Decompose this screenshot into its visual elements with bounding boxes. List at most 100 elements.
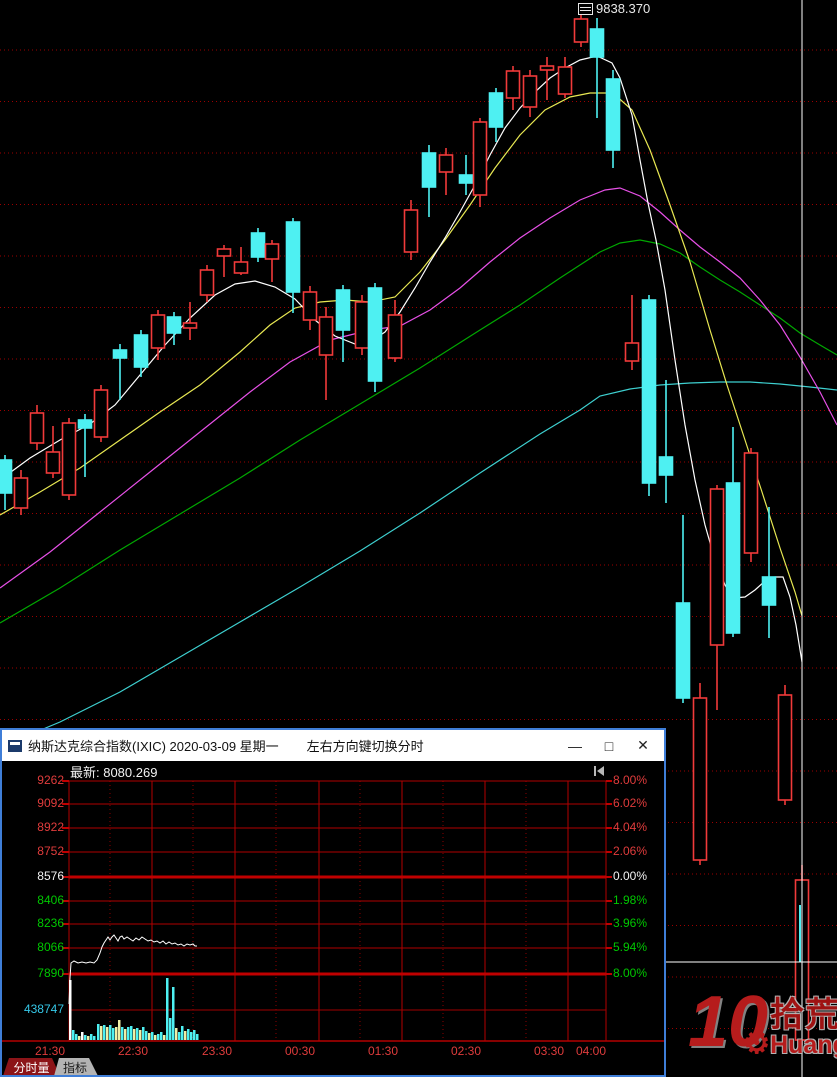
percent-axis-label: 8.00%: [613, 966, 648, 980]
volume-bar: [97, 1024, 100, 1040]
volume-bar: [78, 1036, 81, 1040]
volume-bar: [100, 1026, 103, 1040]
volume-bar: [196, 1034, 199, 1040]
candle-body: [573, 18, 589, 43]
price-axis-label: 7890: [37, 966, 64, 980]
candle-body: [77, 419, 93, 429]
candle-body: [61, 422, 77, 496]
percent-axis-label: 5.94%: [613, 940, 648, 954]
price-axis-label: 8576: [37, 869, 64, 883]
volume-bar: [90, 1034, 93, 1040]
candle-body: [112, 349, 128, 359]
price-axis-label: 8406: [37, 893, 64, 907]
volume-bar: [93, 1036, 96, 1040]
candle-body: [150, 314, 166, 349]
candle-body: [13, 477, 29, 509]
candle-body: [522, 75, 538, 108]
candle-body: [624, 342, 640, 362]
tab-indicator[interactable]: 指标: [54, 1058, 98, 1075]
volume-bar: [169, 1018, 172, 1040]
price-axis-label: 9092: [37, 796, 64, 810]
candle-body: [761, 576, 777, 606]
percent-axis-label: 4.04%: [613, 820, 648, 834]
intraday-chart-area: 最新: 8080.269 9262 9092 8922 8752 8576 8406 823…: [2, 761, 664, 1075]
intraday-chart-canvas[interactable]: [2, 761, 664, 1075]
popup-title: 纳斯达克综合指数(IXIC) 2020-03-09 星期一: [28, 739, 279, 754]
time-axis-label: 04:00: [575, 1044, 607, 1058]
volume-bar: [81, 1032, 84, 1040]
candle-body: [472, 121, 488, 196]
volume-bar: [190, 1032, 193, 1040]
candle-body: [658, 456, 674, 476]
candle-body: [605, 78, 621, 151]
candle-body: [725, 482, 741, 634]
volume-bar: [75, 1034, 78, 1040]
site-watermark: 10⚙ 拾荒网 Huang.CN: [688, 986, 837, 1060]
candle-body: [182, 322, 198, 329]
ma-cyan: [0, 381, 837, 748]
candle-body: [0, 459, 13, 494]
volume-bar: [69, 980, 72, 1040]
candle-body: [709, 488, 725, 646]
candle-body: [777, 694, 793, 801]
percent-axis-label: 6.02%: [613, 796, 648, 810]
jump-to-start-icon: [594, 765, 604, 776]
candle-body: [743, 452, 759, 554]
candle-body: [421, 152, 437, 188]
window-icon: [8, 739, 22, 752]
volume-bar: [121, 1027, 124, 1040]
candle-body: [29, 412, 45, 444]
ma-magenta: [0, 187, 837, 589]
candle-body: [505, 70, 521, 99]
volume-bar: [139, 1030, 142, 1040]
candle-body: [264, 243, 280, 260]
close-button[interactable]: ✕: [637, 737, 649, 753]
price-axis-label: 8922: [37, 820, 64, 834]
candle-body: [539, 65, 555, 71]
candle-body: [285, 221, 301, 293]
candle-body: [438, 154, 454, 173]
candle-body: [133, 334, 149, 368]
volume-bar: [181, 1026, 184, 1040]
time-axis-label: 21:30: [34, 1044, 66, 1058]
percent-axis-label: 3.96%: [613, 916, 648, 930]
intraday-popup-window: 纳斯达克综合指数(IXIC) 2020-03-09 星期一 左右方向键切换分时 …: [0, 728, 666, 1077]
candle-body: [166, 316, 182, 334]
volume-bar: [136, 1028, 139, 1040]
volume-bar: [166, 978, 169, 1040]
time-axis-label: 23:30: [201, 1044, 233, 1058]
peak-price-value: 9838.370: [596, 1, 651, 16]
volume-bar: [103, 1025, 106, 1040]
candle-body: [488, 92, 504, 128]
candle-body: [318, 316, 334, 356]
price-axis-label: 8752: [37, 844, 64, 858]
candle-body: [641, 299, 657, 484]
candle-body: [93, 389, 109, 438]
latest-price-label: 最新: 8080.269: [70, 765, 158, 780]
volume-bar: [148, 1033, 151, 1040]
jump-to-start-button[interactable]: [590, 761, 610, 780]
watermark-number: 10 ⚙: [688, 986, 770, 1060]
candle-body: [216, 248, 232, 257]
volume-bar: [178, 1032, 181, 1040]
time-axis-label: 00:30: [284, 1044, 316, 1058]
popup-titlebar[interactable]: 纳斯达克综合指数(IXIC) 2020-03-09 星期一 左右方向键切换分时 …: [2, 730, 664, 761]
ma-yellow: [0, 92, 803, 617]
intraday-price-line: [68, 934, 197, 1005]
volume-bar: [160, 1032, 163, 1040]
time-axis-label: 03:30: [533, 1044, 565, 1058]
candle-body: [675, 602, 691, 699]
volume-bar: [84, 1035, 87, 1040]
tab-intraday-volume[interactable]: 分时量: [3, 1058, 60, 1075]
candle-body: [367, 287, 383, 382]
volume-bar: [109, 1025, 112, 1040]
minimize-button[interactable]: —: [568, 737, 582, 754]
volume-bar: [145, 1031, 148, 1040]
candle-body: [692, 697, 708, 861]
maximize-button[interactable]: □: [604, 737, 614, 754]
candle-body: [354, 301, 370, 349]
candle-body: [589, 28, 605, 58]
candle-body: [403, 209, 419, 253]
